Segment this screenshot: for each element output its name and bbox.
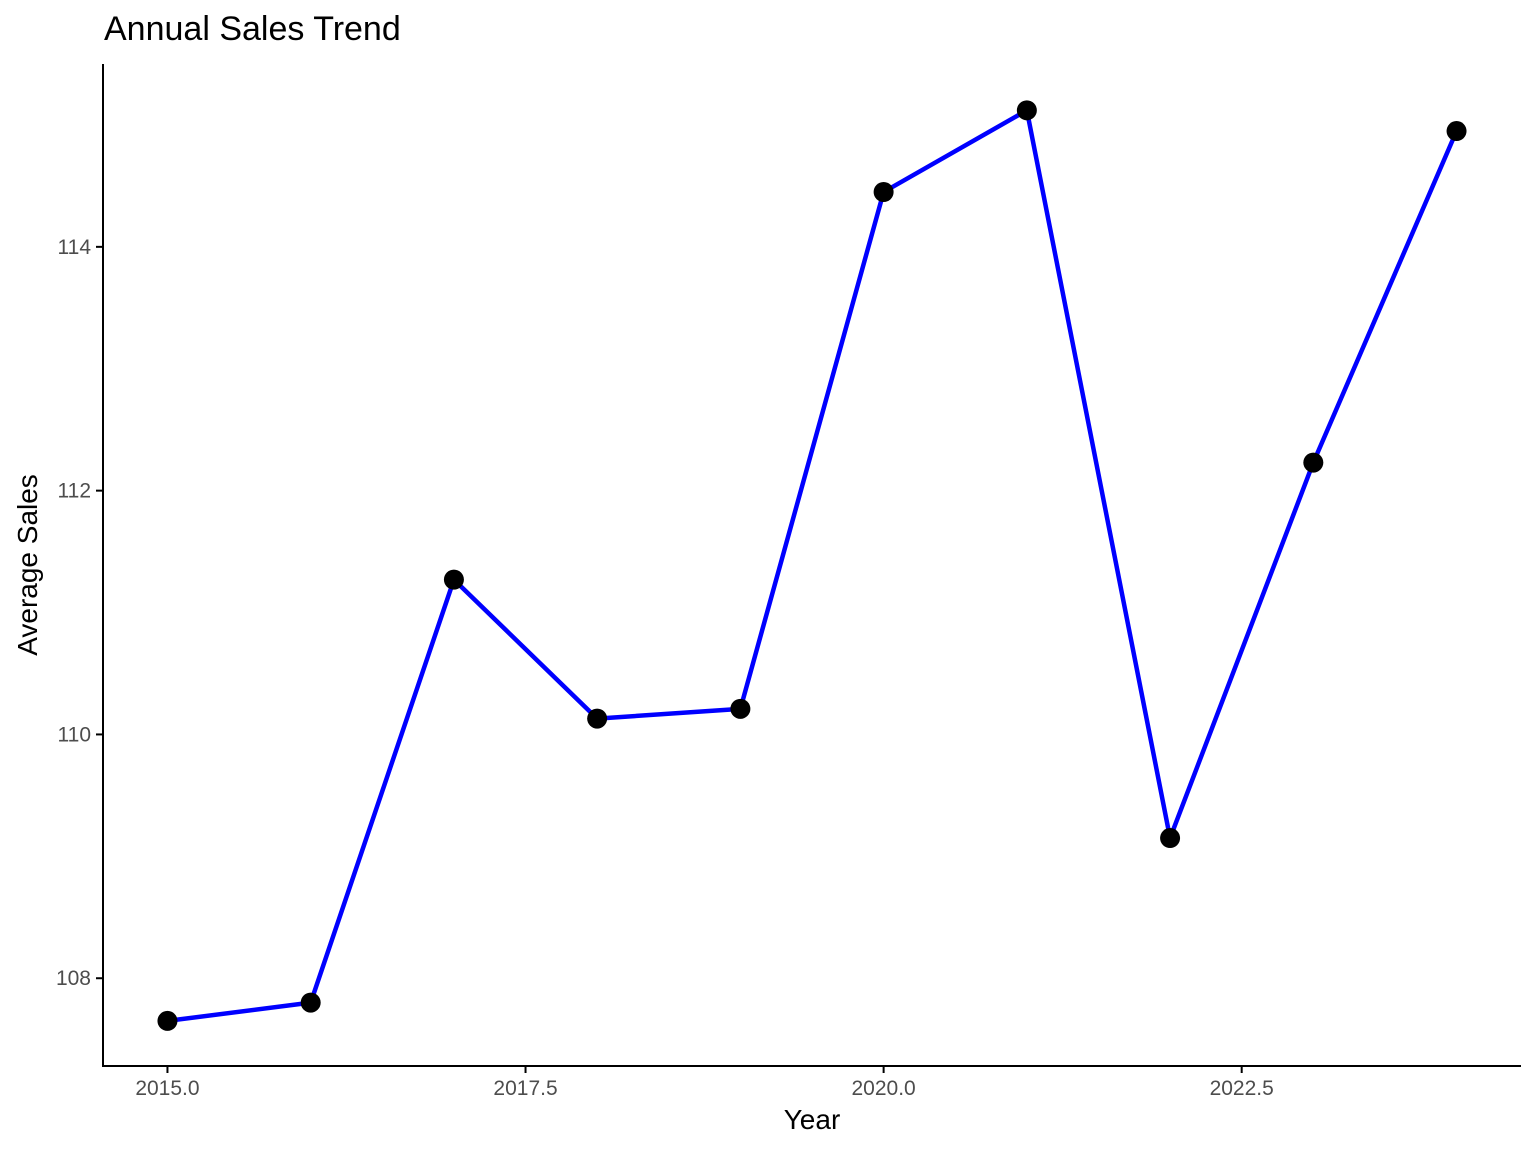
x-tick-label: 2017.5: [493, 1077, 557, 1100]
y-tick-label: 112: [58, 480, 91, 503]
y-axis-title: Average Sales: [12, 474, 43, 656]
axes: [102, 64, 1521, 1067]
data-point: [157, 1010, 178, 1031]
series-line: [167, 108, 1459, 1024]
data-point: [730, 698, 751, 719]
data-point: [300, 992, 321, 1013]
data-point: [587, 708, 608, 729]
x-axis-title: Year: [784, 1104, 841, 1135]
x-ticks: 2015.0 2017.5 2020.0 2022.5: [135, 1066, 1274, 1100]
data-point: [443, 569, 464, 590]
data-point: [1446, 121, 1467, 142]
y-ticks: 108 110 112 114: [56, 236, 103, 990]
data-point: [873, 181, 894, 202]
x-tick-label: 2015.0: [135, 1077, 199, 1100]
data-point: [1303, 452, 1324, 473]
series-points: [157, 100, 1467, 1031]
data-point: [1160, 828, 1181, 849]
data-point: [1016, 100, 1037, 121]
y-tick-label: 114: [58, 236, 92, 259]
x-tick-label: 2022.5: [1210, 1077, 1274, 1100]
x-tick-label: 2020.0: [851, 1077, 915, 1100]
chart-title: Annual Sales Trend: [104, 10, 401, 48]
series-lines: [167, 108, 1459, 1024]
y-tick-label: 110: [58, 723, 91, 746]
y-tick-label: 108: [56, 967, 91, 990]
